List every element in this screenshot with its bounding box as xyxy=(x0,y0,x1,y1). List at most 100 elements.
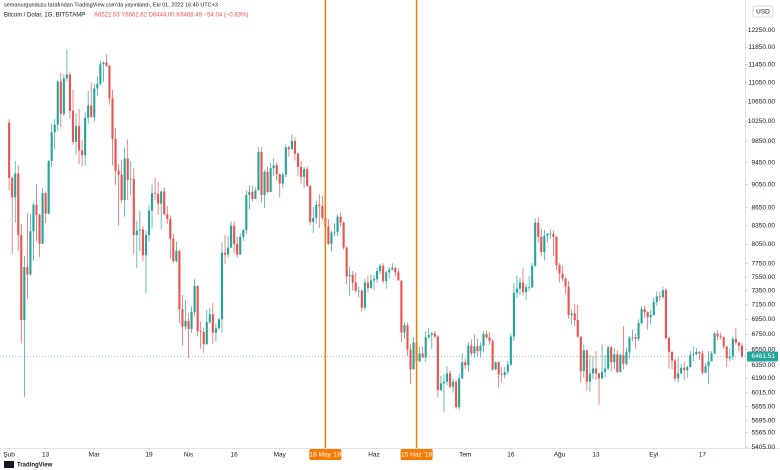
y-tick-label: 5695.00 xyxy=(752,418,776,425)
candle-body xyxy=(385,272,388,282)
candle-body xyxy=(53,124,56,133)
candle-body xyxy=(719,336,722,338)
candle-body xyxy=(345,247,348,277)
candle-body xyxy=(607,347,610,369)
candle-body xyxy=(646,312,649,318)
candle-body xyxy=(652,302,655,315)
candle-body xyxy=(354,282,357,291)
candle-body xyxy=(503,371,506,376)
candle-body xyxy=(290,140,293,150)
candle-body xyxy=(90,105,93,118)
candle-body xyxy=(485,334,488,338)
candle-body xyxy=(521,282,525,293)
candle-body xyxy=(576,320,579,337)
candle-body xyxy=(257,151,260,191)
candle-body xyxy=(673,360,677,379)
axes: 5405.00 5565.00 5695.00 5855.00 6015.00 6190.… xyxy=(3,27,778,460)
candle-body xyxy=(327,226,330,244)
date-marker-box xyxy=(309,449,342,460)
ohlc-readout: A6522.53 Y6662.62 D6444.00 K6468.49 −54.… xyxy=(94,13,248,19)
y-tick-label: 7350.00 xyxy=(752,288,776,295)
candle-body xyxy=(400,280,403,333)
candle-body xyxy=(135,230,138,235)
candle-body xyxy=(728,356,731,359)
candle-body xyxy=(108,65,111,99)
candle-body xyxy=(379,265,382,272)
candle-body xyxy=(351,275,354,283)
currency-label: USD xyxy=(756,9,770,16)
candle-body xyxy=(661,290,664,298)
candle-body xyxy=(613,354,616,363)
candle-body xyxy=(701,353,704,373)
candle-body xyxy=(278,174,281,184)
candle-body xyxy=(619,355,622,372)
candle-body xyxy=(126,158,129,180)
candle-body xyxy=(233,225,236,244)
candle-body xyxy=(445,373,449,382)
x-tick-label: 17 xyxy=(699,452,707,459)
candle-body xyxy=(573,313,576,321)
candle-body xyxy=(731,338,734,357)
y-tick-label: 12250.00 xyxy=(748,27,775,34)
candle-body xyxy=(406,325,409,350)
x-tick-label: Nis xyxy=(184,452,194,459)
candle-body xyxy=(458,378,461,408)
candle-body xyxy=(275,165,278,175)
candle-body xyxy=(157,193,160,204)
candle-body xyxy=(251,192,254,199)
candle-body xyxy=(585,350,588,382)
candle-body xyxy=(640,309,643,324)
candle-body xyxy=(223,252,227,255)
candle-body xyxy=(588,373,591,382)
candle-body xyxy=(667,338,671,352)
candle-body xyxy=(531,265,534,288)
candle-body xyxy=(467,345,470,366)
candle-body xyxy=(132,179,135,235)
y-tick-label: 5565.00 xyxy=(752,429,776,436)
plot-area xyxy=(0,0,745,448)
x-tick-label: Haz xyxy=(368,452,380,459)
candle-body xyxy=(491,341,494,370)
candle-body xyxy=(20,234,23,321)
candle-body xyxy=(26,267,29,275)
candle-body xyxy=(397,272,400,281)
candle-body xyxy=(357,290,360,292)
candle-body xyxy=(348,275,351,277)
candle-body xyxy=(424,337,427,358)
candle-body xyxy=(144,234,148,256)
x-tick-label: Ağu xyxy=(554,452,566,459)
candle-body xyxy=(68,74,72,111)
candle-body xyxy=(528,287,531,288)
candle-body xyxy=(160,191,163,204)
brand-name: TradingView xyxy=(17,463,53,469)
candle-body xyxy=(464,362,467,366)
candle-body xyxy=(683,367,686,371)
candle-body xyxy=(199,331,202,332)
y-tick-label: 7750.00 xyxy=(752,260,776,267)
candle-body xyxy=(208,314,211,323)
y-tick-label: 9050.00 xyxy=(752,181,776,188)
last-price-label: 6461.51 xyxy=(752,353,776,360)
candle-body xyxy=(211,314,214,333)
candle-body xyxy=(488,337,491,342)
candle-body xyxy=(260,151,263,195)
candle-body xyxy=(193,285,196,313)
candle-body xyxy=(41,193,44,244)
candle-body xyxy=(427,334,430,338)
candle-body xyxy=(442,381,446,384)
candle-body xyxy=(330,232,333,244)
candle-body xyxy=(597,373,601,379)
candle-body xyxy=(205,322,208,345)
x-tick-label: 13 xyxy=(592,452,600,459)
candle-body xyxy=(455,381,458,408)
candle-body xyxy=(382,265,385,282)
candle-body xyxy=(129,179,132,180)
candle-body xyxy=(616,354,619,372)
candle-body xyxy=(558,265,561,274)
candle-body xyxy=(740,345,744,357)
candle-body xyxy=(363,282,366,308)
candle-body xyxy=(601,371,604,379)
candle-body xyxy=(114,138,117,171)
